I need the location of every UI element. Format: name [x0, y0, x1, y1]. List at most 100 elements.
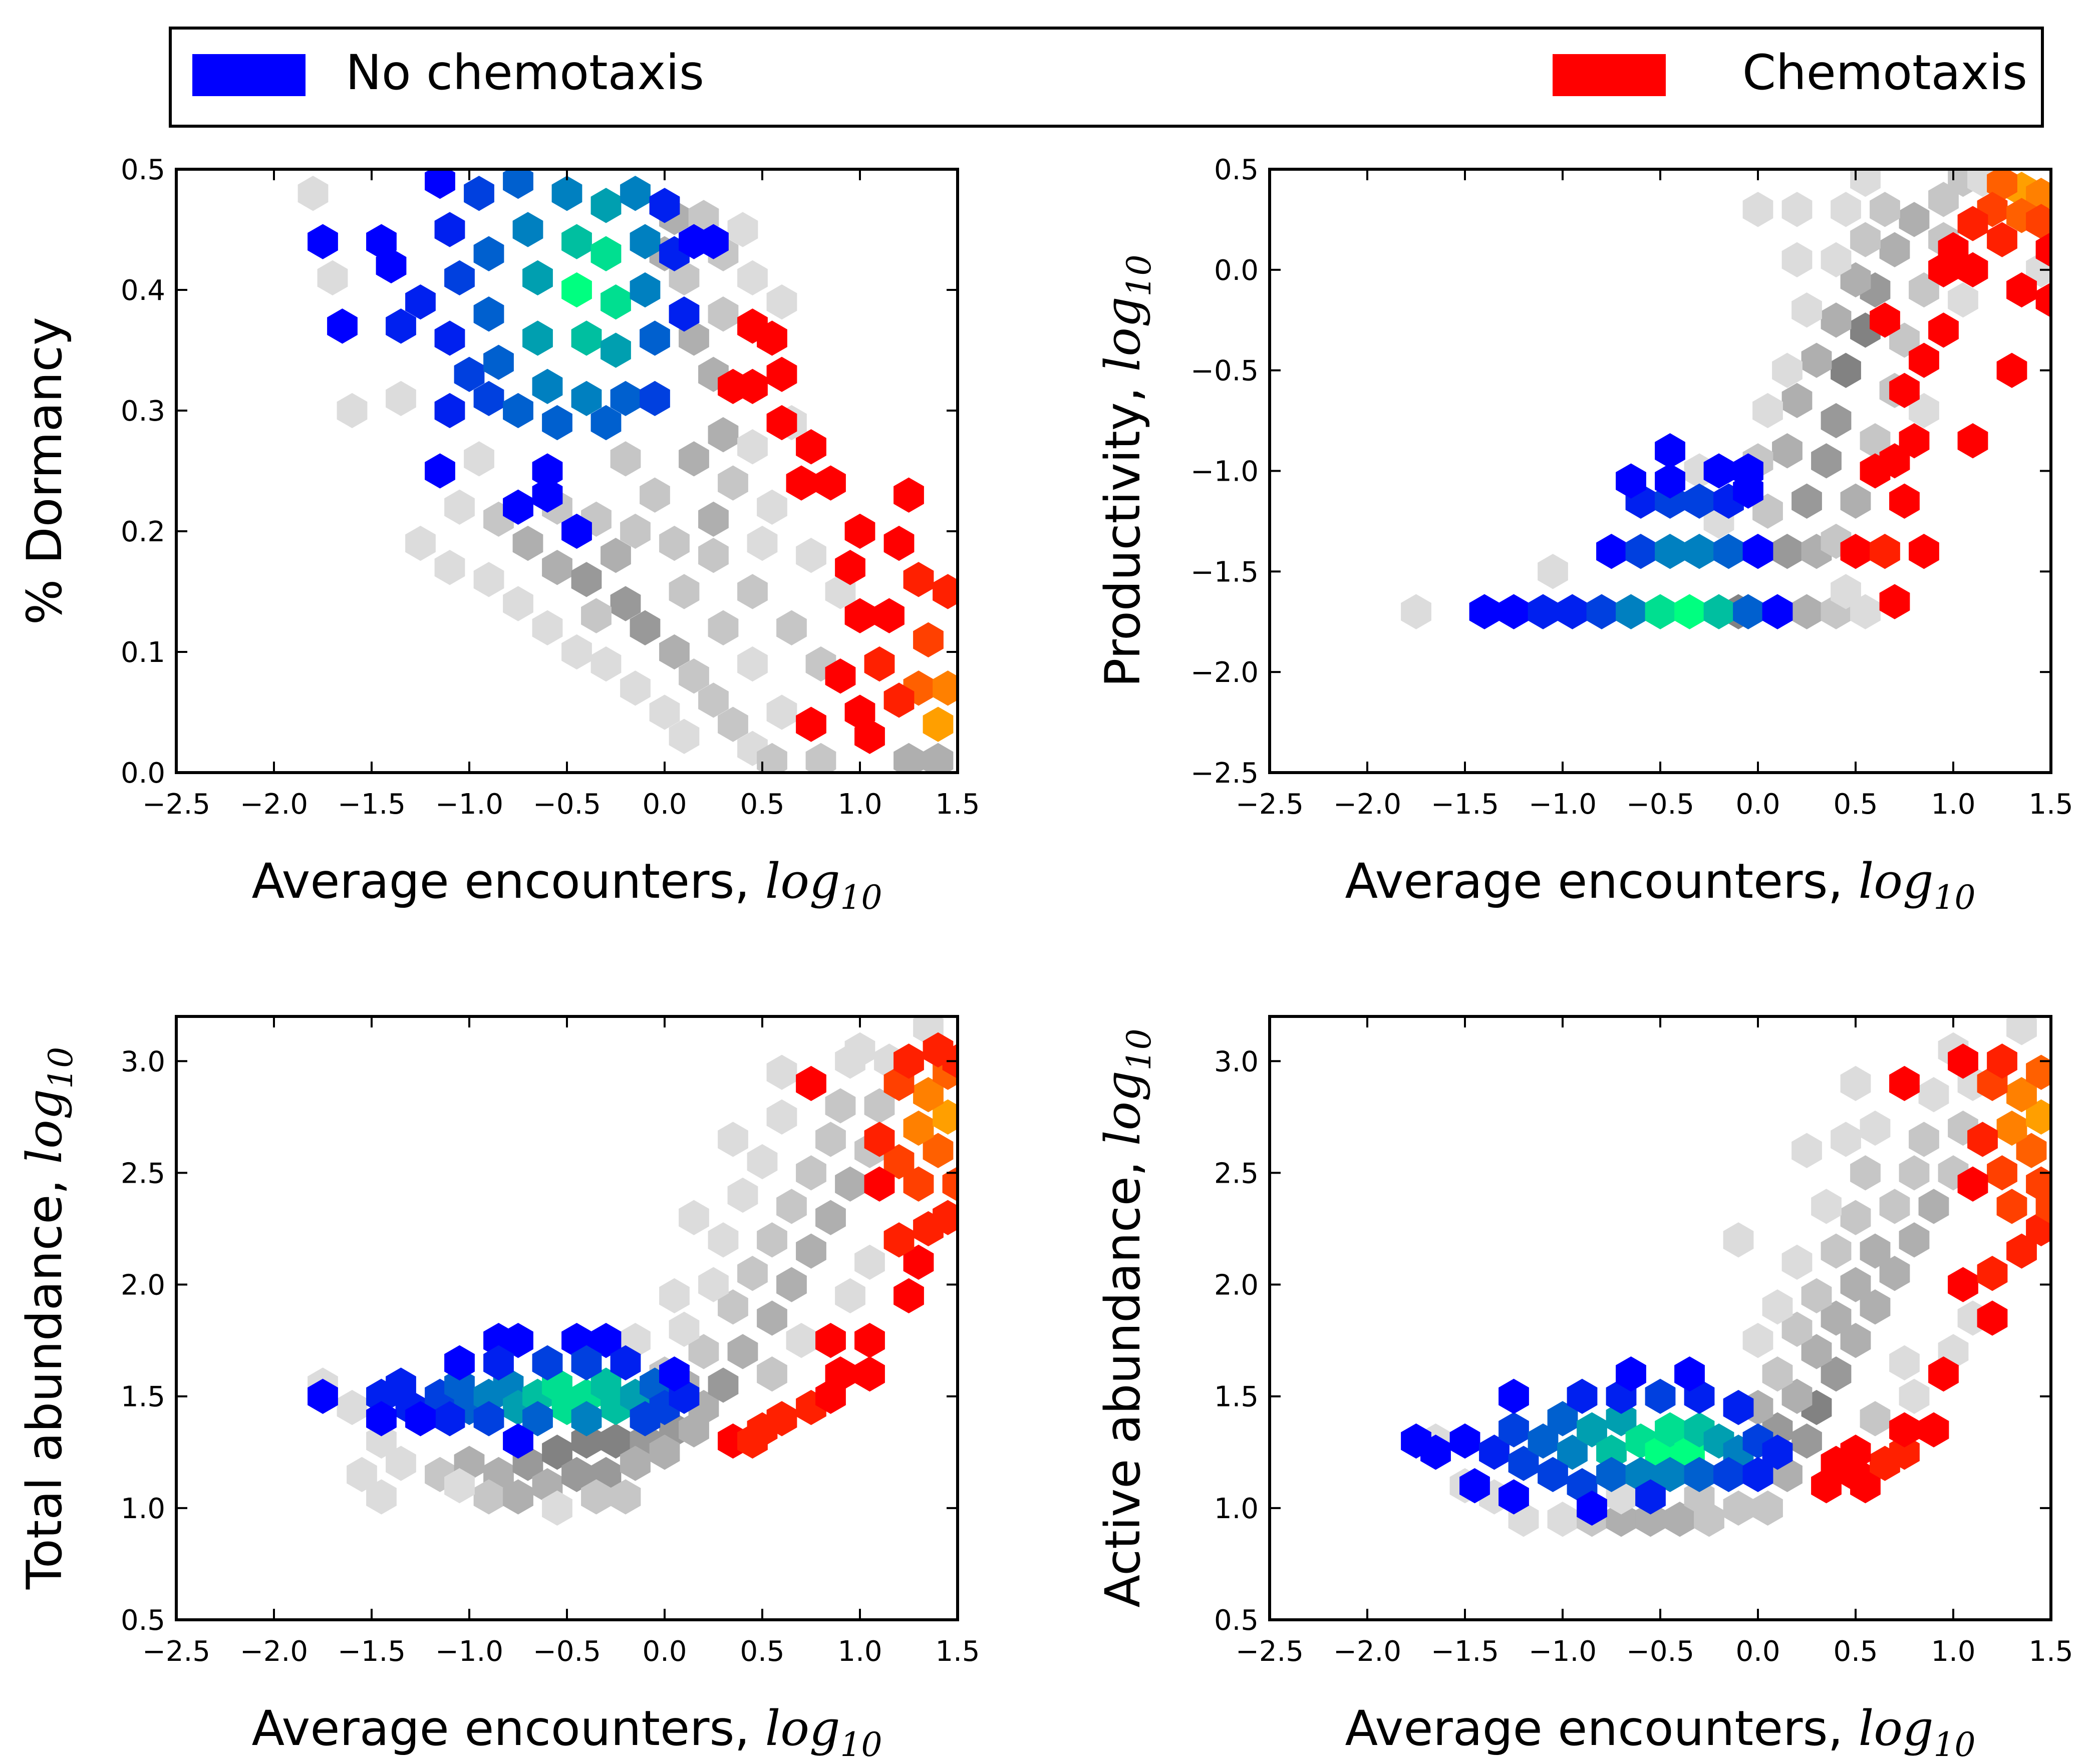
hexbin-cell — [1860, 1401, 1891, 1437]
hexbin-cell — [640, 477, 670, 513]
hexbin-cell — [1996, 1189, 2027, 1224]
hexbin-cell — [1987, 222, 2017, 257]
hexbin-cell — [1606, 1401, 1637, 1437]
hexbin-cell — [874, 598, 905, 633]
hexbin-cell — [2006, 272, 2037, 308]
hexbin-cell — [1870, 302, 1900, 338]
hexbin-cell — [512, 525, 543, 561]
x-axis-label-text: Average encounters, — [1345, 1700, 1859, 1756]
y-tick-label: 0.0 — [1214, 254, 1259, 287]
x-tick-label: −0.5 — [1626, 1635, 1694, 1668]
hexbin-cell — [1879, 1189, 1910, 1224]
x-axis-label: Average encounters, log10 — [1345, 1700, 1976, 1764]
hexbin-cell — [1499, 1412, 1529, 1448]
hexbin-cell — [659, 634, 690, 670]
hexbin-cell — [1781, 1244, 1813, 1280]
hexbin-cell — [1948, 282, 1978, 318]
hexbin-cell — [864, 1122, 895, 1157]
y-tick-label: −2.0 — [1190, 656, 1259, 689]
hexbin-cell — [1791, 1133, 1822, 1168]
x-tick-label: 1.0 — [1931, 788, 1975, 821]
hexbin-cell — [1987, 1043, 2017, 1079]
hexbin-cell — [1645, 1378, 1676, 1414]
hexbin-cell — [640, 320, 670, 356]
hexbin-cell — [337, 393, 368, 429]
hexbin-cell — [590, 236, 622, 271]
hexbin-cell — [532, 477, 563, 513]
x-axis-label: Average encounters, log10 — [252, 1700, 882, 1764]
hexbin-cell — [883, 525, 915, 561]
hexbin-cell — [1723, 1389, 1754, 1426]
hexbin-cell — [766, 1054, 797, 1090]
y-tick-label: −0.5 — [1190, 355, 1259, 388]
hexbin-cell — [796, 1233, 826, 1269]
hexbin-cell — [561, 634, 592, 670]
hexbin-cell — [503, 169, 533, 199]
hexbin-cell — [659, 1278, 690, 1314]
hexbin-cell — [522, 1401, 553, 1437]
hexbin-cell — [483, 1345, 514, 1380]
hexbin-cell — [571, 1401, 602, 1437]
hexbin-cell — [2035, 232, 2051, 267]
hexbin-cell — [1538, 554, 1568, 589]
hexbin-cell — [776, 1267, 807, 1302]
hexbin-cell — [727, 1334, 758, 1369]
hexbin-cell — [933, 1200, 958, 1235]
hexbin-cell — [551, 176, 582, 211]
legend-swatch-chemotaxis — [1553, 54, 1666, 96]
hexbin-cell — [1889, 373, 1920, 408]
x-axis-label-math: log — [1859, 1700, 1934, 1756]
hexbin-cell — [1879, 584, 1910, 619]
hexbin-cell — [1850, 169, 1881, 197]
hexbin-cell — [308, 224, 338, 259]
hexbin-cell — [698, 224, 729, 259]
hexbin-cell — [1401, 594, 1431, 629]
x-tick-label: −2.0 — [240, 788, 308, 821]
hexbin-cell — [698, 538, 729, 573]
y-tick-label: 3.0 — [121, 1045, 165, 1078]
hexbin-cell — [1870, 192, 1900, 227]
x-tick-label: −1.5 — [1431, 788, 1499, 821]
hexbin-cell — [434, 320, 465, 356]
hexbin-cell — [503, 1322, 533, 1358]
hexbin-cell — [1811, 443, 1842, 479]
hexbin-cell — [1772, 352, 1803, 388]
hexbin-cell — [610, 441, 641, 477]
hexbin-cell — [1762, 1435, 1793, 1470]
hexbin-cell — [1674, 1356, 1705, 1392]
hexbin-cell — [933, 670, 958, 706]
hexbin-cell — [1538, 1457, 1568, 1493]
hexbin-cell — [698, 682, 729, 718]
hexbin-cell — [1860, 1233, 1891, 1269]
hexbin-cell — [727, 1177, 758, 1213]
hexbin-cell — [923, 707, 954, 742]
hexbin-cell — [1987, 1155, 2017, 1191]
hexbin-cell — [1840, 1267, 1871, 1302]
hexbin-cell — [796, 538, 826, 573]
y-axis-label: Total abundance, log10 — [17, 1047, 80, 1590]
hexbin-cell — [776, 610, 807, 645]
y-tick-label: 0.4 — [121, 274, 165, 307]
hexbin-cell — [1957, 206, 1988, 241]
hexbin-cell — [610, 1345, 641, 1380]
hexbin-cell — [1616, 1356, 1646, 1392]
y-tick-label: 2.5 — [121, 1157, 165, 1190]
hexbin-cell — [473, 562, 504, 597]
hexbin-cell — [464, 441, 494, 477]
hexbin-cell — [1791, 483, 1822, 519]
x-axis-label-math: log — [1859, 853, 1934, 909]
hexbin-cell — [1762, 1289, 1793, 1325]
hexbin-cell — [669, 296, 700, 332]
x-tick-label: −1.0 — [1529, 1635, 1597, 1668]
x-tick-label: 1.5 — [2028, 788, 2073, 821]
hexbin-cell — [1567, 1378, 1598, 1414]
y-axis-label: Productivity, log10 — [1095, 254, 1158, 687]
hexbin-cell — [571, 320, 602, 356]
hexbin-cell — [405, 525, 436, 561]
x-axis-label-text: Average encounters, — [1345, 853, 1859, 909]
hexbin-cell — [464, 176, 494, 211]
hexbin-cell — [512, 212, 543, 247]
hexbin-cell — [1772, 433, 1803, 469]
hexbin-cell — [893, 477, 924, 513]
